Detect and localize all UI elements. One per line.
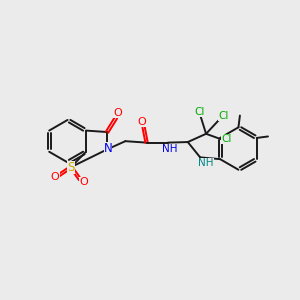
Text: O: O [79,177,88,187]
Text: Cl: Cl [194,107,205,117]
Text: O: O [113,108,122,118]
Text: S: S [68,160,75,174]
Text: Cl: Cl [218,111,228,122]
Text: NH: NH [198,158,214,168]
Text: NH: NH [162,144,178,154]
Text: N: N [103,142,112,155]
Text: O: O [138,117,146,127]
Text: O: O [51,172,60,182]
Text: Cl: Cl [221,134,232,144]
